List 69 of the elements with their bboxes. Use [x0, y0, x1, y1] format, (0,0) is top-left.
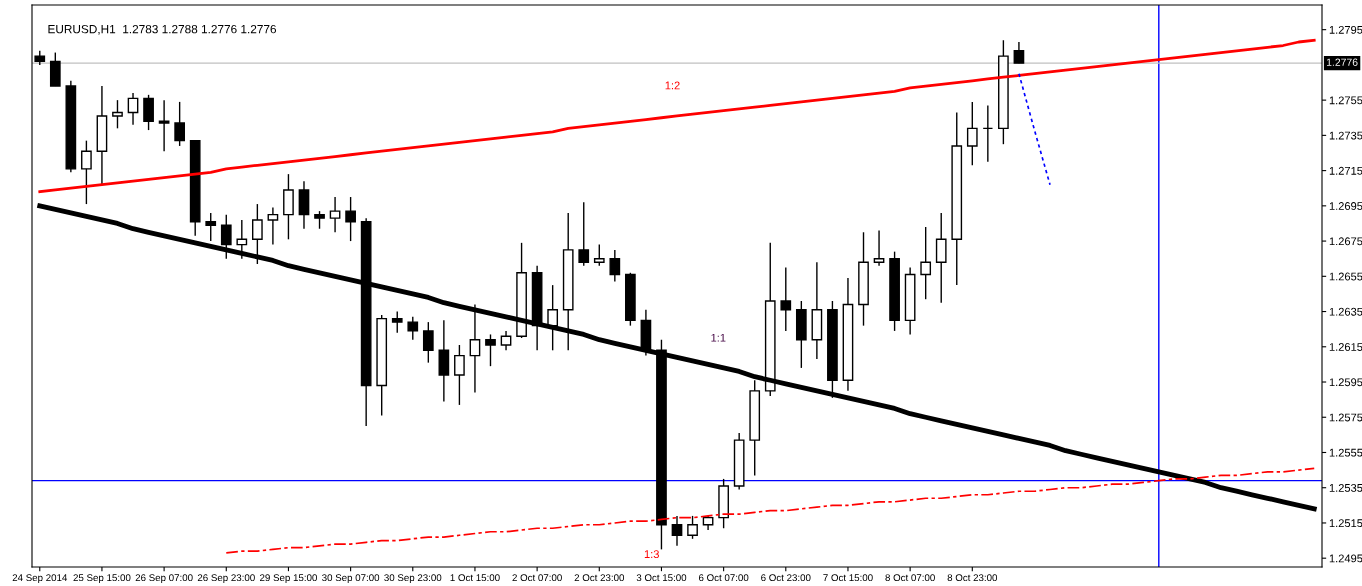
candlestick: [920, 226, 932, 300]
x-tick-label: 26 Sep 07:00: [135, 574, 193, 584]
y-tick-label: 1.2755: [1329, 96, 1362, 105]
x-tick-label: 1 Oct 15:00: [450, 574, 500, 582]
candlestick: [422, 321, 434, 364]
candlestick: [935, 212, 947, 304]
x-tick-label: 25 Sep 15:00: [73, 574, 131, 584]
y-tick-label: 1.2495: [1329, 554, 1362, 563]
annotation: 1:1: [711, 333, 726, 342]
x-tick-label: 8 Oct 07:00: [885, 574, 935, 582]
y-tick-label: 1.2615: [1329, 343, 1362, 351]
candlestick: [982, 104, 994, 163]
candlestick: [966, 101, 978, 167]
candlestick: [220, 213, 232, 260]
candlestick: [671, 515, 683, 547]
annotation: 1:3: [644, 550, 659, 559]
candlestick: [547, 284, 559, 351]
candlestick: [391, 310, 403, 334]
y-tick-label: 1.2515: [1329, 519, 1362, 528]
candlestick: [469, 303, 481, 394]
x-tick-label: 30 Sep 07:00: [322, 574, 380, 584]
x-tick-label: 29 Sep 15:00: [260, 574, 317, 584]
candlestick: [500, 330, 512, 351]
y-tick-label: 1.2675: [1329, 237, 1362, 246]
candlestick: [174, 101, 186, 147]
candlestick: [158, 99, 170, 152]
candlestick: [112, 99, 123, 130]
candlestick: [236, 219, 248, 260]
x-tick-label: 24 Sep 2014: [12, 574, 68, 584]
annotation: 1:2: [665, 81, 680, 90]
candlestick: [485, 333, 496, 367]
y-tick-label: 1.2635: [1329, 307, 1362, 316]
y-tick-label: 1.2655: [1329, 272, 1362, 281]
x-tick-label: 7 Oct 15:00: [823, 574, 873, 582]
candlestick: [578, 201, 590, 267]
text: EURUSD,H1 1.2783 1.2788 1.2776 1.2776: [48, 24, 277, 35]
y-tick-label: 1.2575: [1329, 413, 1362, 422]
candlestick: [780, 266, 792, 332]
candlestick: [205, 212, 217, 242]
line-series: [38, 38, 1316, 194]
y-tick-label: 1.2735: [1329, 131, 1362, 140]
y-tick-label: 1.2695: [1329, 202, 1362, 210]
x-tick-label: 2 Oct 07:00: [512, 574, 562, 582]
candlestick: [127, 92, 139, 126]
y-tick-label: 1.2715: [1329, 166, 1362, 175]
candlestick: [1013, 41, 1025, 64]
candlestick: [609, 249, 621, 283]
y-tick-label: 1.2795: [1329, 25, 1362, 34]
ref-line-label: 1.2776: [1326, 58, 1358, 66]
x-tick-label: 26 Sep 23:00: [197, 574, 255, 584]
x-tick-label: 2 Oct 23:00: [574, 574, 625, 582]
candlestick: [593, 243, 605, 267]
candlestick: [81, 139, 92, 205]
x-tick-label: 6 Oct 07:00: [698, 574, 749, 582]
candlestick: [143, 94, 154, 131]
candlestick: [267, 206, 279, 246]
x-tick-label: 3 Oct 15:00: [636, 574, 687, 582]
y-tick-label: 1.2595: [1329, 378, 1362, 387]
x-tick-label: 30 Sep 23:00: [384, 574, 442, 584]
y-tick-label: 1.2555: [1329, 448, 1362, 457]
candlestick: [345, 196, 356, 242]
y-tick-label: 1.2535: [1329, 483, 1362, 492]
candlestick: [873, 229, 885, 267]
candlestick: [687, 515, 698, 540]
candlestick: [407, 316, 419, 341]
candlestick: [329, 196, 341, 233]
candlestick: [454, 344, 465, 406]
x-tick-label: 8 Oct 23:00: [947, 574, 998, 582]
x-tick-label: 6 Oct 23:00: [761, 574, 811, 582]
